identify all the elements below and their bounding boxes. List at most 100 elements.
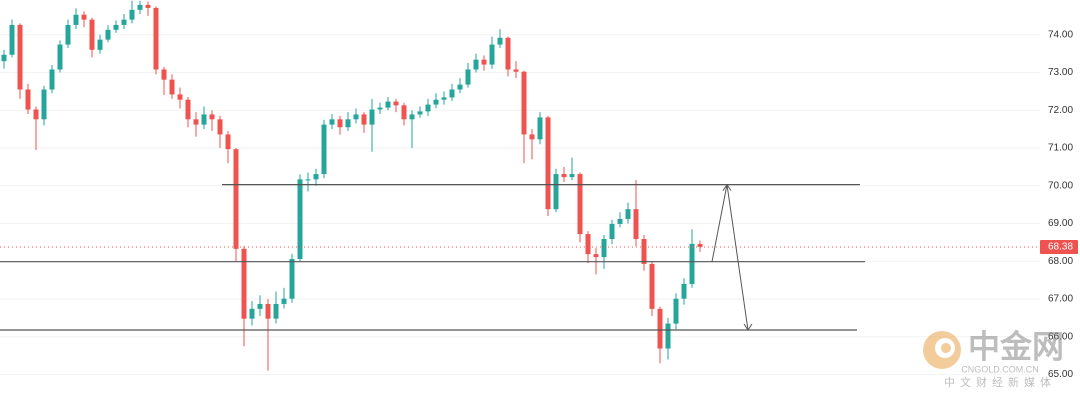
candle-body bbox=[257, 303, 263, 309]
candle-body bbox=[641, 239, 647, 264]
y-tick-label: 71.00 bbox=[1048, 143, 1073, 154]
y-tick-label: 68.00 bbox=[1048, 256, 1073, 267]
candle-body bbox=[73, 14, 79, 25]
logo-core bbox=[941, 343, 951, 353]
candle-body bbox=[529, 134, 535, 140]
y-tick-label: 74.00 bbox=[1048, 29, 1073, 40]
candle-body bbox=[601, 239, 607, 258]
candle-body bbox=[169, 79, 175, 95]
candle-body bbox=[305, 179, 311, 181]
y-tick-label: 72.00 bbox=[1048, 105, 1073, 116]
candle-body bbox=[273, 303, 279, 319]
candle-body bbox=[297, 179, 303, 260]
candle-body bbox=[57, 44, 63, 70]
y-tick-label: 65.00 bbox=[1048, 369, 1073, 380]
candle-body bbox=[537, 117, 543, 140]
candle-body bbox=[513, 69, 519, 72]
candle-body bbox=[289, 259, 295, 299]
candle-body bbox=[649, 263, 655, 309]
candle-body bbox=[481, 59, 487, 65]
candle-body bbox=[321, 124, 327, 175]
candles bbox=[1, 0, 703, 371]
candle-body bbox=[97, 39, 103, 50]
candle-body bbox=[49, 69, 55, 90]
y-tick-label: 70.00 bbox=[1048, 180, 1073, 191]
candle-body bbox=[489, 44, 495, 65]
candle-body bbox=[33, 109, 39, 120]
candle-body bbox=[393, 101, 399, 106]
price-axis: 74.00 73.00 72.00 71.00 70.00 69.00 68.00 67.00… bbox=[1040, 29, 1078, 380]
candle-body bbox=[105, 29, 111, 40]
candle-body bbox=[345, 119, 351, 128]
watermark-slogan: 中文财经新媒体 bbox=[944, 375, 1056, 389]
candle-body bbox=[281, 298, 287, 304]
candle-body bbox=[433, 99, 439, 105]
candle-body bbox=[385, 101, 391, 108]
candle-body bbox=[593, 254, 599, 258]
candle-body bbox=[449, 89, 455, 98]
candle-body bbox=[673, 298, 679, 324]
candle-body bbox=[209, 114, 215, 120]
candle-body bbox=[409, 114, 415, 120]
y-tick-label: 73.00 bbox=[1048, 67, 1073, 78]
candle-body bbox=[401, 105, 407, 120]
candle-body bbox=[377, 107, 383, 110]
last-price-box bbox=[1040, 239, 1078, 254]
candle-body bbox=[329, 119, 335, 125]
candle-body bbox=[17, 24, 23, 90]
candle-body bbox=[609, 223, 615, 240]
y-tick-label: 67.00 bbox=[1048, 294, 1073, 305]
candle-body bbox=[241, 248, 247, 319]
last-price-label: 68.38 bbox=[1048, 242, 1073, 253]
candle-body bbox=[585, 234, 591, 255]
arrow-head bbox=[743, 323, 753, 331]
candle-body bbox=[689, 243, 695, 284]
candle-body bbox=[313, 174, 319, 180]
candle-body bbox=[465, 69, 471, 85]
candle-body bbox=[337, 119, 343, 128]
candle-body bbox=[65, 24, 71, 45]
candle-body bbox=[25, 89, 31, 110]
candle-body bbox=[153, 7, 159, 70]
arrow-head bbox=[722, 183, 732, 191]
candle-body bbox=[353, 114, 359, 120]
candle-body bbox=[113, 24, 119, 30]
candle-body bbox=[81, 14, 87, 20]
candle-body bbox=[41, 89, 47, 120]
candle-body bbox=[217, 119, 223, 135]
candle-body bbox=[121, 19, 127, 25]
candle-body bbox=[457, 84, 463, 90]
candle-body bbox=[1, 54, 7, 62]
candle-body bbox=[417, 111, 423, 115]
candle-body bbox=[361, 114, 367, 125]
candle-body bbox=[633, 209, 639, 240]
candle-body bbox=[577, 174, 583, 235]
candle-body bbox=[545, 117, 551, 210]
candle-body bbox=[473, 59, 479, 70]
y-tick-label: 66.00 bbox=[1048, 331, 1073, 342]
watermark-domain: CNGOLD.COM.CN bbox=[961, 364, 1039, 374]
candle-body bbox=[233, 149, 239, 249]
candle-body bbox=[681, 283, 687, 299]
drawings bbox=[0, 183, 1040, 331]
candle-body bbox=[569, 174, 575, 178]
candle-body bbox=[177, 94, 183, 100]
candle-body bbox=[249, 308, 255, 319]
candle-body bbox=[9, 24, 15, 55]
candle-body bbox=[441, 97, 447, 100]
projection-arrow bbox=[711, 184, 749, 331]
candle-body bbox=[89, 19, 95, 50]
candle-body bbox=[369, 109, 375, 125]
candle-body bbox=[665, 323, 671, 349]
candle-body bbox=[201, 114, 207, 125]
candle-body bbox=[657, 308, 663, 349]
candle-body bbox=[505, 37, 511, 70]
candle-body bbox=[265, 303, 271, 319]
candle-body bbox=[617, 219, 623, 224]
grid bbox=[0, 34, 1040, 376]
watermark-brand: 中金网 bbox=[968, 328, 1064, 364]
candle-body bbox=[521, 71, 527, 135]
y-tick-label: 69.00 bbox=[1048, 218, 1073, 229]
candle-body bbox=[625, 209, 631, 220]
